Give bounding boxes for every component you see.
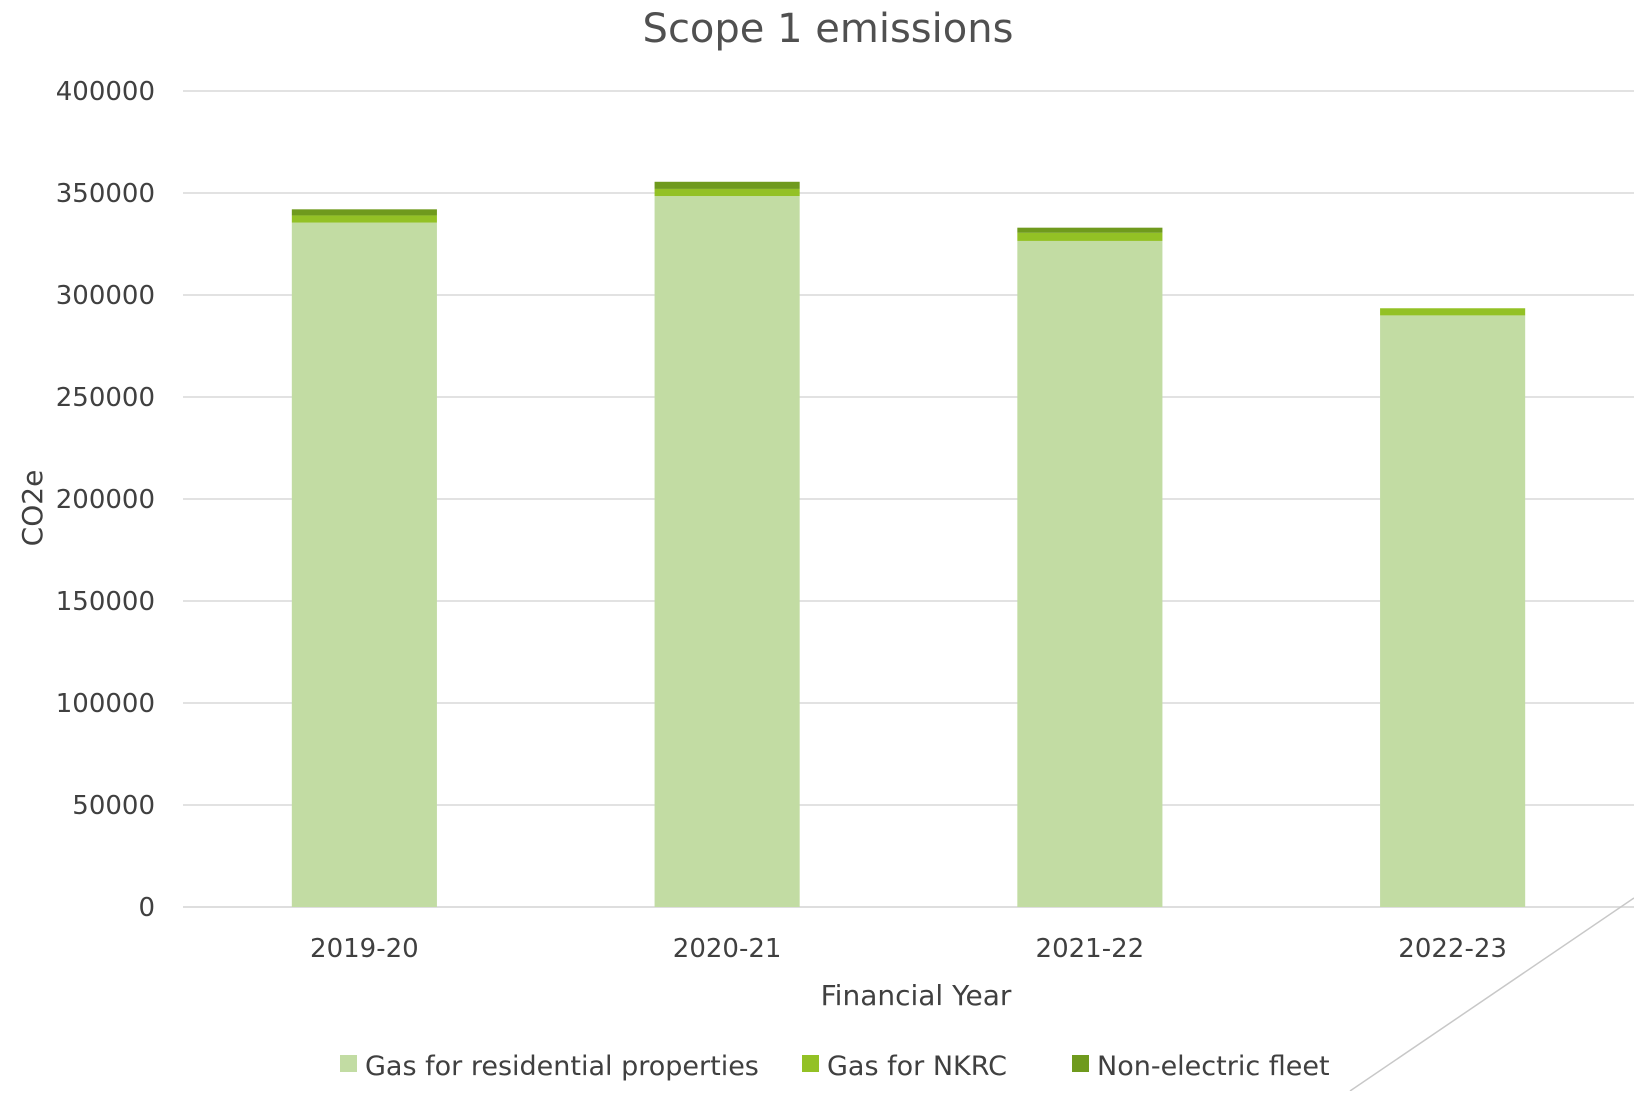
x-tick-label: 2022-23 bbox=[1398, 934, 1507, 964]
y-tick-label: 200000 bbox=[56, 485, 155, 515]
bar-2022-23-series-1 bbox=[1380, 308, 1526, 316]
bar-2019-20-series-1 bbox=[291, 215, 437, 223]
decorative-diagonal-line bbox=[1349, 897, 1634, 1092]
legend-item: Gas for residential properties bbox=[340, 1051, 759, 1082]
legend-swatch bbox=[802, 1055, 819, 1072]
y-tick-label: 100000 bbox=[56, 689, 155, 719]
y-axis-label: CO2e bbox=[16, 470, 49, 547]
bars bbox=[291, 181, 1526, 907]
bar-2019-20-series-0 bbox=[291, 222, 437, 907]
bar-2019-20-series-2 bbox=[291, 209, 437, 216]
y-tick-label: 0 bbox=[138, 893, 155, 923]
y-tick-label: 50000 bbox=[72, 791, 155, 821]
x-axis-label: Financial Year bbox=[821, 979, 1012, 1012]
x-tick-label: 2021-22 bbox=[1036, 934, 1145, 964]
legend-item: Gas for NKRC bbox=[802, 1051, 1007, 1082]
bar-2020-21-series-1 bbox=[654, 188, 800, 197]
legend: Gas for residential properties Gas for NK… bbox=[340, 1051, 1330, 1082]
y-tick-label: 350000 bbox=[56, 179, 155, 209]
legend-swatch bbox=[340, 1055, 357, 1072]
bar-2020-21-series-0 bbox=[654, 196, 800, 907]
y-tick-label: 400000 bbox=[56, 77, 155, 107]
legend-label: Gas for NKRC bbox=[827, 1051, 1007, 1082]
bar-2022-23-series-0 bbox=[1380, 315, 1526, 907]
x-axis-ticks: 2019-20 2020-21 2021-22 2022-23 bbox=[310, 934, 1507, 964]
chart-title: Scope 1 emissions bbox=[643, 6, 1014, 52]
bar-2021-22-series-0 bbox=[1017, 240, 1163, 907]
x-tick-label: 2019-20 bbox=[310, 934, 419, 964]
legend-item: Non-electric fleet bbox=[1072, 1051, 1330, 1082]
legend-label: Gas for residential properties bbox=[365, 1051, 759, 1082]
legend-label: Non-electric fleet bbox=[1097, 1051, 1330, 1082]
y-axis-ticks: 0 50000 100000 150000 200000 250000 300000 3500… bbox=[56, 77, 155, 923]
y-tick-label: 250000 bbox=[56, 383, 155, 413]
bar-2020-21-series-2 bbox=[654, 181, 800, 189]
legend-swatch bbox=[1072, 1055, 1089, 1072]
y-tick-label: 300000 bbox=[56, 281, 155, 311]
x-tick-label: 2020-21 bbox=[673, 934, 782, 964]
y-tick-label: 150000 bbox=[56, 587, 155, 617]
bar-2021-22-series-1 bbox=[1017, 232, 1163, 241]
bar-2021-22-series-2 bbox=[1017, 227, 1163, 233]
